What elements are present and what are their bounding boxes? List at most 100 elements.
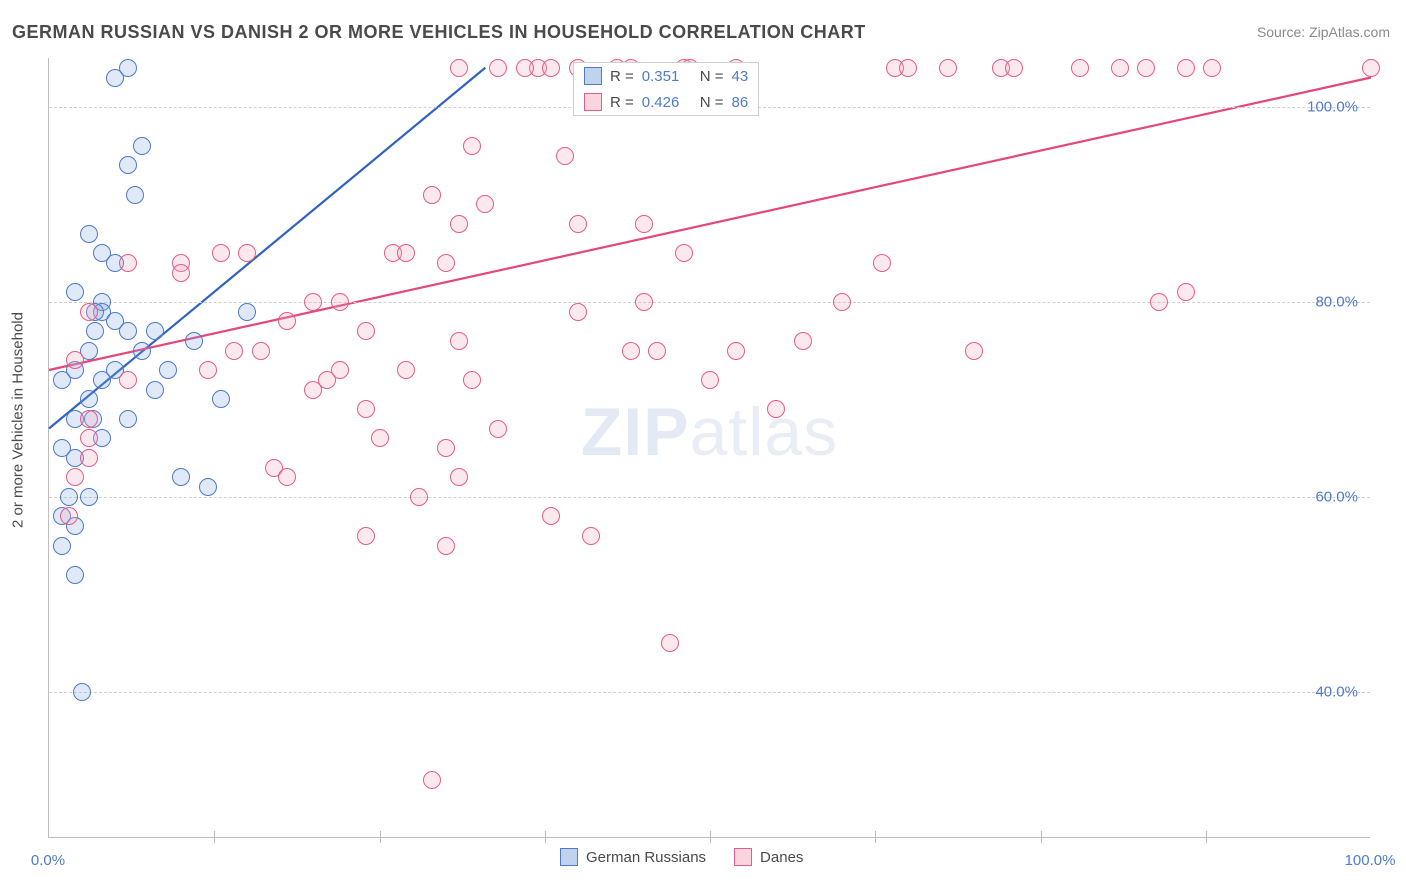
point-dane	[66, 351, 84, 369]
point-dane	[119, 254, 137, 272]
x-minor-tick	[380, 831, 381, 843]
point-german-russian	[159, 361, 177, 379]
point-dane	[371, 429, 389, 447]
point-german-russian	[172, 468, 190, 486]
point-dane	[1203, 59, 1221, 77]
legend-r-value: 0.351	[642, 68, 692, 85]
point-dane	[463, 371, 481, 389]
point-dane	[252, 342, 270, 360]
y-tick-label: 100.0%	[1268, 98, 1358, 115]
point-german-russian	[66, 566, 84, 584]
point-dane	[489, 420, 507, 438]
series-legend: German Russians Danes	[560, 848, 803, 866]
point-dane	[357, 400, 375, 418]
point-dane	[569, 215, 587, 233]
point-dane	[304, 381, 322, 399]
point-dane	[635, 293, 653, 311]
legend-item: German Russians	[560, 848, 706, 866]
point-german-russian	[212, 390, 230, 408]
point-dane	[701, 371, 719, 389]
point-german-russian	[146, 322, 164, 340]
legend-swatch	[584, 93, 602, 111]
point-dane	[1362, 59, 1380, 77]
point-dane	[569, 303, 587, 321]
legend-swatch	[734, 848, 752, 866]
point-dane	[199, 361, 217, 379]
point-dane	[476, 195, 494, 213]
point-dane	[278, 312, 296, 330]
point-dane	[80, 449, 98, 467]
point-dane	[794, 332, 812, 350]
point-german-russian	[238, 303, 256, 321]
point-dane	[437, 439, 455, 457]
point-german-russian	[80, 390, 98, 408]
x-minor-tick	[875, 831, 876, 843]
point-dane	[331, 361, 349, 379]
legend-r-value: 0.426	[642, 94, 692, 111]
point-german-russian	[126, 186, 144, 204]
point-dane	[542, 507, 560, 525]
correlation-legend: R =0.351N =43R =0.426N =86	[573, 62, 759, 116]
point-dane	[423, 771, 441, 789]
point-dane	[331, 293, 349, 311]
point-dane	[899, 59, 917, 77]
trend-lines-layer	[49, 58, 1370, 837]
legend-r-label: R =	[610, 68, 634, 85]
point-dane	[1177, 283, 1195, 301]
point-german-russian	[199, 478, 217, 496]
x-minor-tick	[545, 831, 546, 843]
point-dane	[397, 361, 415, 379]
point-dane	[357, 322, 375, 340]
point-dane	[622, 342, 640, 360]
x-tick-label: 100.0%	[1345, 852, 1396, 869]
point-german-russian	[119, 156, 137, 174]
point-german-russian	[86, 322, 104, 340]
point-dane	[463, 137, 481, 155]
point-dane	[119, 371, 137, 389]
trendline-dane	[49, 78, 1371, 371]
point-dane	[450, 59, 468, 77]
point-german-russian	[80, 488, 98, 506]
source-attribution: Source: ZipAtlas.com	[1257, 24, 1390, 40]
point-dane	[648, 342, 666, 360]
point-dane	[80, 429, 98, 447]
gridline-h	[49, 497, 1370, 498]
point-dane	[939, 59, 957, 77]
legend-row: R = 0.351 N = 43	[574, 63, 758, 89]
point-german-russian	[119, 410, 137, 428]
point-dane	[1137, 59, 1155, 77]
point-dane	[489, 59, 507, 77]
legend-swatch	[560, 848, 578, 866]
legend-row: R =0.426N =86	[574, 89, 758, 115]
y-tick-label: 40.0%	[1268, 683, 1358, 700]
point-dane	[225, 342, 243, 360]
gridline-h	[49, 692, 1370, 693]
point-german-russian	[133, 342, 151, 360]
point-dane	[582, 527, 600, 545]
legend-r-label: R =	[610, 94, 634, 111]
point-german-russian	[80, 225, 98, 243]
y-tick-label: 60.0%	[1268, 488, 1358, 505]
legend-n-label: N =	[700, 68, 724, 85]
point-dane	[661, 634, 679, 652]
point-german-russian	[73, 683, 91, 701]
point-dane	[304, 293, 322, 311]
point-dane	[833, 293, 851, 311]
point-dane	[675, 244, 693, 262]
point-dane	[80, 303, 98, 321]
x-minor-tick	[710, 831, 711, 843]
point-dane	[1150, 293, 1168, 311]
legend-n-value: 43	[732, 68, 749, 85]
legend-item: Danes	[734, 848, 803, 866]
x-minor-tick	[1041, 831, 1042, 843]
point-dane	[410, 488, 428, 506]
point-dane	[516, 59, 534, 77]
y-axis-label: 2 or more Vehicles in Household	[10, 312, 27, 528]
point-dane	[357, 527, 375, 545]
legend-label: Danes	[760, 849, 803, 866]
chart-title: GERMAN RUSSIAN VS DANISH 2 OR MORE VEHIC…	[12, 22, 866, 43]
x-minor-tick	[214, 831, 215, 843]
point-dane	[556, 147, 574, 165]
point-dane	[873, 254, 891, 272]
x-minor-tick	[1206, 831, 1207, 843]
